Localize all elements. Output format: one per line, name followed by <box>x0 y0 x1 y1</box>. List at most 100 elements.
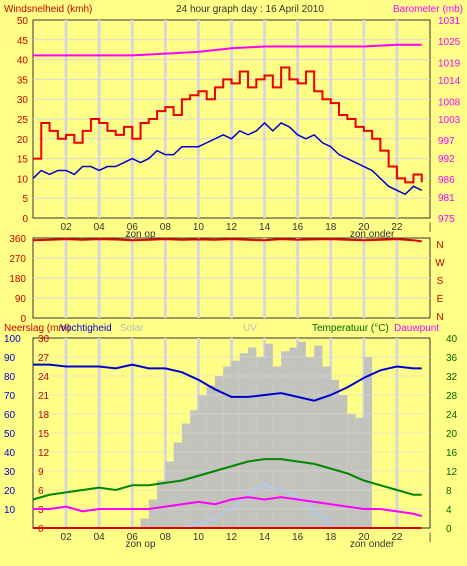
temp-tick-label: 36 <box>446 353 458 364</box>
humidity-tick-label: 10 <box>4 505 16 516</box>
wind-tick-label: 15 <box>17 155 29 166</box>
wind-tick-label: 0 <box>22 214 28 225</box>
x-tick-label: | <box>429 532 432 543</box>
sunset-label: zon onder <box>350 229 395 240</box>
rain-tick-label: 3 <box>38 505 44 516</box>
temp-tick-label: 32 <box>446 372 458 383</box>
wind-axis-label: Windsnelheid (kmh) <box>4 4 92 15</box>
wind-tick-label: 30 <box>17 95 29 106</box>
temp-tick-label: 24 <box>446 410 458 421</box>
x-tick-label: 14 <box>259 532 271 543</box>
solar-bar <box>305 357 315 528</box>
temp-tick-label: 8 <box>446 486 452 497</box>
dir-tick-label: 90 <box>15 294 27 305</box>
chart-title: 24 hour graph day : 16 April 2010 <box>176 4 324 15</box>
solar-bar <box>157 480 166 528</box>
baro-tick-label: 1025 <box>438 37 461 48</box>
x-tick-label: 16 <box>292 532 304 543</box>
baro-tick-label: 975 <box>438 214 455 225</box>
x-tick-label: 12 <box>226 532 238 543</box>
rain-tick-label: 0 <box>38 524 44 535</box>
solar-bar <box>339 395 348 528</box>
rain-tick-label: 6 <box>38 486 44 497</box>
solar-bar <box>272 366 282 528</box>
temp-tick-label: 4 <box>446 505 452 516</box>
dewpoint-axis-label: Dauwpunt <box>394 323 439 334</box>
x-tick-label: 04 <box>94 532 106 543</box>
temp-tick-label: 0 <box>446 524 452 535</box>
humidity-tick-label: 60 <box>4 410 16 421</box>
solar-bar <box>231 360 240 528</box>
temp-tick-label: 16 <box>446 448 458 459</box>
baro-tick-label: 981 <box>438 193 455 204</box>
x-tick-label: 22 <box>391 532 403 543</box>
solar-bar <box>281 351 290 528</box>
rain-tick-label: 21 <box>38 391 50 402</box>
temperature-line <box>32 458 422 501</box>
rain-tick-label: 24 <box>38 372 50 383</box>
solar-bar <box>181 423 191 528</box>
solar-bar <box>165 461 174 528</box>
rain-tick-label: 27 <box>38 353 50 364</box>
rain-tick-label: 9 <box>38 467 44 478</box>
x-tick-label: 10 <box>193 222 205 233</box>
sunrise-label: zon op <box>126 229 156 240</box>
x-tick-label: 04 <box>94 222 106 233</box>
temperature-axis-label: Temperatuur (°C) <box>312 323 389 334</box>
humidity-tick-label: 70 <box>4 391 16 402</box>
wind-avg-line <box>32 121 423 196</box>
x-tick-label: 08 <box>160 222 172 233</box>
baro-tick-label: 1019 <box>438 58 461 69</box>
humidity-tick-label: 100 <box>4 334 21 345</box>
solar-bar <box>330 379 340 528</box>
humidity-tick-label: 40 <box>4 448 16 459</box>
solar-bar <box>173 442 182 528</box>
humidity-line <box>33 363 422 402</box>
humidity-tick-label: 80 <box>4 372 16 383</box>
compass-tick-label: N <box>436 312 443 323</box>
humidity-tick-label: 30 <box>4 467 16 478</box>
baro-tick-label: 1003 <box>438 115 461 126</box>
dewpoint-line <box>33 496 423 518</box>
x-tick-label: 16 <box>292 222 304 233</box>
dir-tick-label: 180 <box>9 274 26 285</box>
wind-tick-label: 20 <box>17 135 29 146</box>
sunrise-label: zon op <box>126 539 156 550</box>
humidity-tick-label: 20 <box>4 486 16 497</box>
solar-bar <box>140 518 149 528</box>
solar-bar <box>148 499 158 528</box>
compass-tick-label: E <box>437 294 444 305</box>
solar-bar <box>264 343 273 528</box>
sunset-label: zon onder <box>350 539 395 550</box>
baro-tick-label: 986 <box>438 175 455 186</box>
humidity-tick-label: 50 <box>4 429 16 440</box>
dir-tick-label: 360 <box>9 234 26 245</box>
temp-tick-label: 20 <box>446 429 458 440</box>
baro-tick-label: 1008 <box>438 97 461 108</box>
humidity-axis-label: Vochtigheid <box>60 323 112 334</box>
wind-gust-line <box>33 66 423 184</box>
rain-tick-label: 12 <box>38 448 50 459</box>
rain-axis-label: Neerslag (mm) <box>4 323 70 334</box>
baro-tick-label: 1014 <box>438 76 461 87</box>
wind-tick-label: 35 <box>17 75 29 86</box>
baro-tick-label: 1031 <box>438 16 461 27</box>
solar-bar <box>206 385 215 528</box>
wind-tick-label: 5 <box>22 194 28 205</box>
x-tick-label: 18 <box>325 222 337 233</box>
solar-bar <box>248 347 257 528</box>
solar-axis-label: Solar <box>120 323 144 334</box>
rain-tick-label: 30 <box>38 334 50 345</box>
x-tick-label: 08 <box>160 532 172 543</box>
wind-tick-label: 40 <box>17 56 29 67</box>
x-tick-label: 10 <box>193 532 205 543</box>
temp-tick-label: 12 <box>446 467 458 478</box>
barometer-line <box>33 43 422 57</box>
solar-bar <box>322 366 331 528</box>
solar-bar <box>297 341 306 528</box>
x-tick-label: 06 <box>127 532 139 543</box>
solar-bar <box>223 366 232 528</box>
solar-bar <box>198 395 207 528</box>
